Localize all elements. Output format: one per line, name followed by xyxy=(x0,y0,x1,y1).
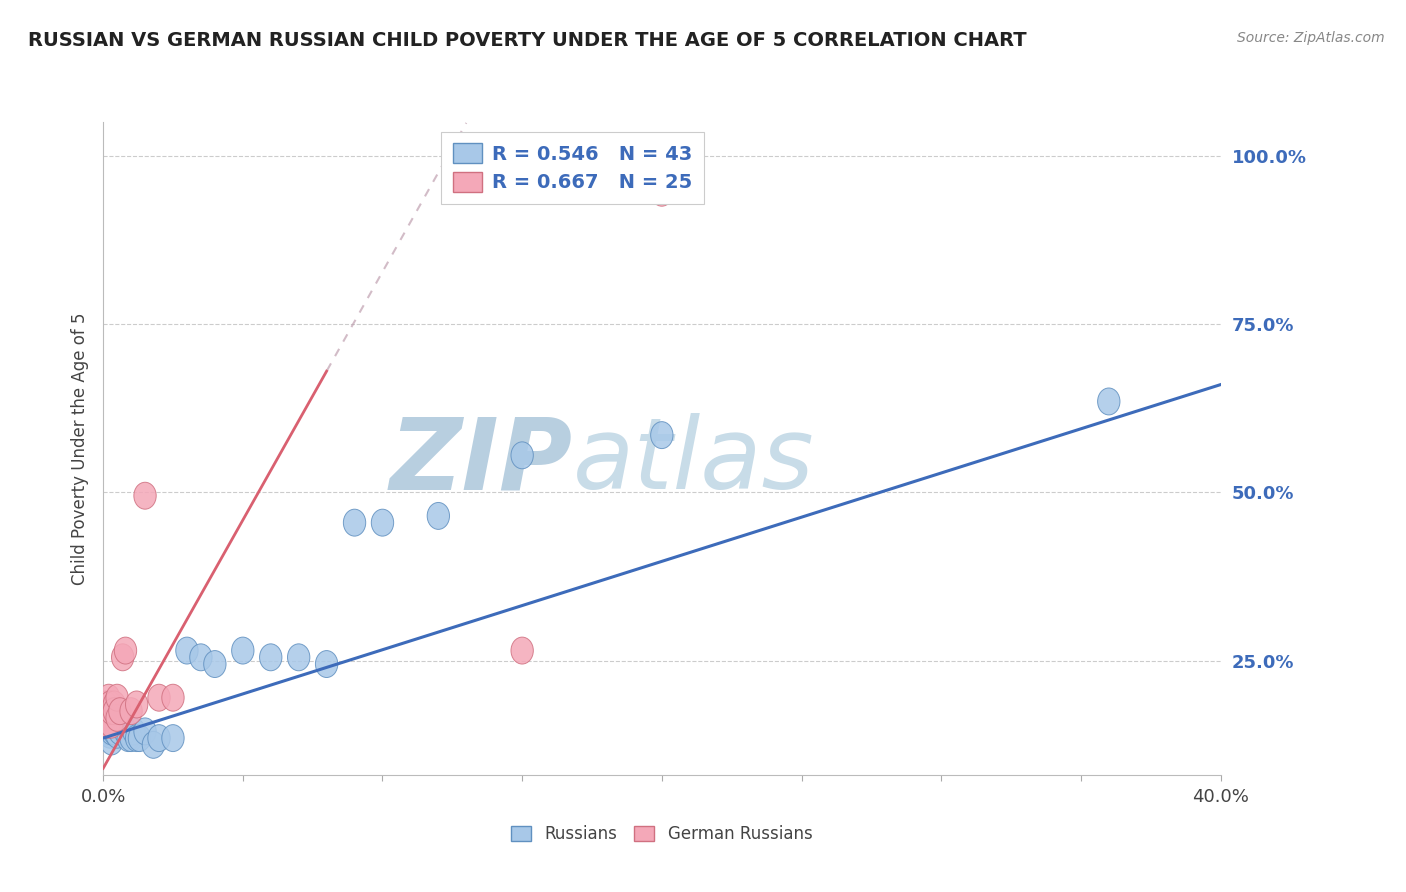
Ellipse shape xyxy=(190,644,212,671)
Ellipse shape xyxy=(93,705,115,731)
Ellipse shape xyxy=(128,724,150,752)
Ellipse shape xyxy=(103,718,125,745)
Ellipse shape xyxy=(105,711,128,738)
Ellipse shape xyxy=(1098,388,1121,415)
Ellipse shape xyxy=(94,711,117,738)
Ellipse shape xyxy=(125,724,148,752)
Ellipse shape xyxy=(100,711,122,738)
Ellipse shape xyxy=(98,722,121,748)
Ellipse shape xyxy=(287,644,309,671)
Ellipse shape xyxy=(103,698,125,724)
Ellipse shape xyxy=(98,711,121,738)
Ellipse shape xyxy=(176,637,198,664)
Ellipse shape xyxy=(97,711,120,738)
Ellipse shape xyxy=(315,650,337,678)
Ellipse shape xyxy=(108,718,131,745)
Ellipse shape xyxy=(343,509,366,536)
Ellipse shape xyxy=(100,718,122,745)
Ellipse shape xyxy=(134,718,156,745)
Ellipse shape xyxy=(510,637,533,664)
Ellipse shape xyxy=(103,711,125,738)
Ellipse shape xyxy=(148,684,170,711)
Ellipse shape xyxy=(97,718,120,745)
Ellipse shape xyxy=(93,711,115,738)
Text: ZIP: ZIP xyxy=(389,413,572,510)
Ellipse shape xyxy=(96,698,118,724)
Ellipse shape xyxy=(120,724,142,752)
Ellipse shape xyxy=(111,644,134,671)
Ellipse shape xyxy=(651,179,673,206)
Ellipse shape xyxy=(162,684,184,711)
Text: atlas: atlas xyxy=(572,413,814,510)
Ellipse shape xyxy=(114,637,136,664)
Ellipse shape xyxy=(100,701,122,728)
Ellipse shape xyxy=(98,691,121,718)
Ellipse shape xyxy=(96,718,118,745)
Ellipse shape xyxy=(510,442,533,469)
Ellipse shape xyxy=(142,731,165,758)
Ellipse shape xyxy=(117,724,139,752)
Ellipse shape xyxy=(232,637,254,664)
Ellipse shape xyxy=(103,691,125,718)
Ellipse shape xyxy=(100,728,122,755)
Ellipse shape xyxy=(105,705,128,731)
Ellipse shape xyxy=(108,698,131,724)
Ellipse shape xyxy=(651,422,673,449)
Legend: Russians, German Russians: Russians, German Russians xyxy=(503,817,821,852)
Ellipse shape xyxy=(94,711,117,738)
Ellipse shape xyxy=(97,711,120,738)
Ellipse shape xyxy=(97,708,120,735)
Ellipse shape xyxy=(105,722,128,748)
Ellipse shape xyxy=(94,691,117,718)
Ellipse shape xyxy=(114,718,136,745)
Ellipse shape xyxy=(97,684,120,711)
Ellipse shape xyxy=(120,698,142,724)
Text: RUSSIAN VS GERMAN RUSSIAN CHILD POVERTY UNDER THE AGE OF 5 CORRELATION CHART: RUSSIAN VS GERMAN RUSSIAN CHILD POVERTY … xyxy=(28,31,1026,50)
Ellipse shape xyxy=(134,483,156,509)
Ellipse shape xyxy=(122,718,145,745)
Y-axis label: Child Poverty Under the Age of 5: Child Poverty Under the Age of 5 xyxy=(72,312,89,585)
Ellipse shape xyxy=(204,650,226,678)
Ellipse shape xyxy=(105,684,128,711)
Text: Source: ZipAtlas.com: Source: ZipAtlas.com xyxy=(1237,31,1385,45)
Ellipse shape xyxy=(100,711,122,738)
Ellipse shape xyxy=(427,502,450,529)
Ellipse shape xyxy=(148,724,170,752)
Ellipse shape xyxy=(125,691,148,718)
Ellipse shape xyxy=(260,644,283,671)
Ellipse shape xyxy=(93,698,115,724)
Ellipse shape xyxy=(94,705,117,731)
Ellipse shape xyxy=(111,711,134,738)
Ellipse shape xyxy=(100,698,122,724)
Ellipse shape xyxy=(96,701,118,728)
Ellipse shape xyxy=(162,724,184,752)
Ellipse shape xyxy=(371,509,394,536)
Ellipse shape xyxy=(94,705,117,731)
